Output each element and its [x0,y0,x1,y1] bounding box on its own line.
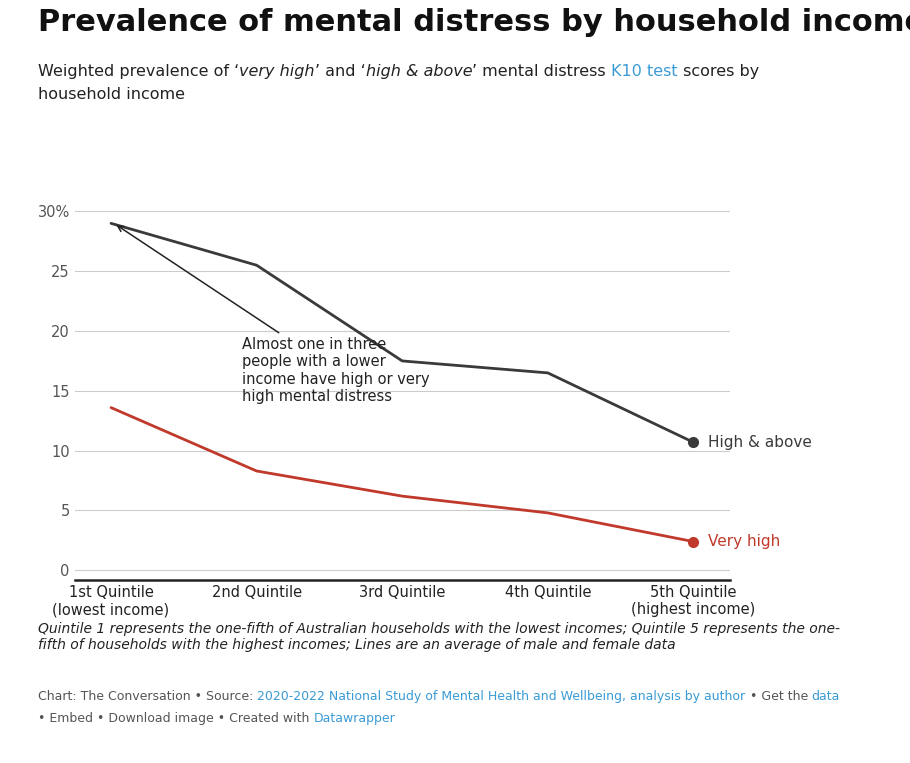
Text: Prevalence of mental distress by household income: Prevalence of mental distress by househo… [38,8,910,37]
Text: scores by: scores by [678,64,759,79]
Text: ’ and ‘: ’ and ‘ [315,64,366,79]
Text: • Get the: • Get the [745,690,812,703]
Text: very high: very high [239,64,315,79]
Text: household income: household income [38,87,185,102]
Text: Weighted prevalence of ‘: Weighted prevalence of ‘ [38,64,239,79]
Text: high & above: high & above [366,64,472,79]
Text: • Embed • Download image • Created with: • Embed • Download image • Created with [38,712,313,725]
Text: ’ mental distress: ’ mental distress [472,64,611,79]
Text: High & above: High & above [708,435,812,450]
Text: Quintile 1 represents the one-fifth of Australian households with the lowest inc: Quintile 1 represents the one-fifth of A… [38,622,840,652]
Text: 2020-2022 National Study of Mental Health and Wellbeing, analysis by author: 2020-2022 National Study of Mental Healt… [258,690,745,703]
Text: Chart: The Conversation • Source:: Chart: The Conversation • Source: [38,690,258,703]
Text: Almost one in three
people with a lower
income have high or very
high mental dis: Almost one in three people with a lower … [117,226,430,404]
Text: Very high: Very high [708,534,780,549]
Text: data: data [812,690,840,703]
Text: Datawrapper: Datawrapper [313,712,395,725]
Text: K10 test: K10 test [611,64,678,79]
